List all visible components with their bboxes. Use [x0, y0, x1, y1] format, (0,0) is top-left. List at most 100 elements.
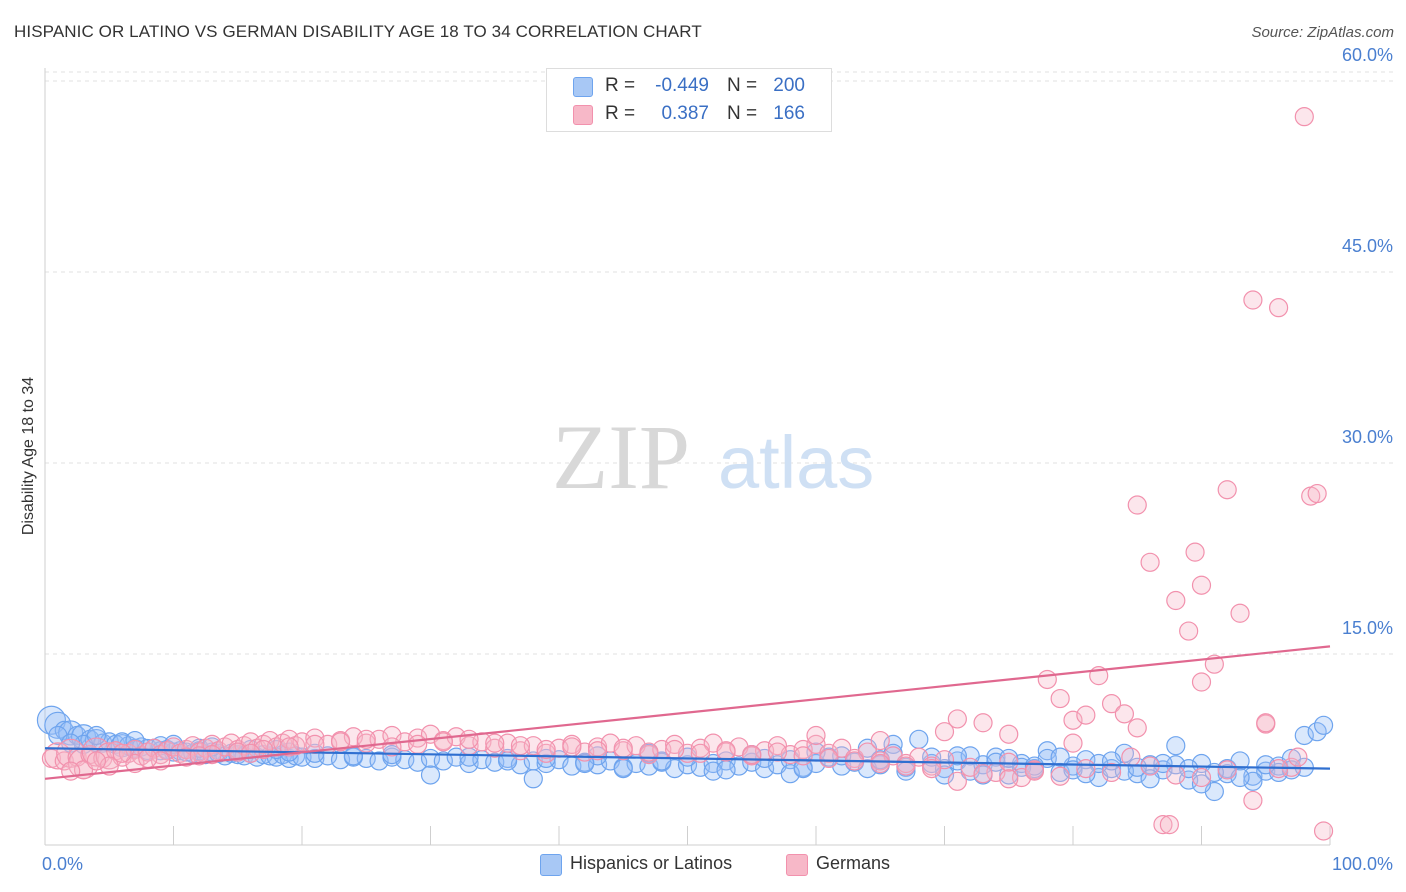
- data-point: [1159, 815, 1179, 835]
- data-point: [613, 738, 633, 758]
- data-point: [793, 739, 813, 760]
- data-point: [1243, 790, 1263, 811]
- data-point: [86, 751, 107, 771]
- y-axis-label: Disability Age 18 to 34: [20, 377, 37, 535]
- trend-lines: [44, 645, 1331, 780]
- legend-r-label: R =: [605, 75, 636, 96]
- data-point: [1121, 747, 1141, 767]
- data-point: [575, 753, 595, 774]
- bottom-legend-label-germans: Germans: [816, 853, 891, 873]
- legend-swatch-germans: [573, 105, 593, 125]
- data-point: [922, 758, 942, 779]
- data-point: [1191, 774, 1212, 794]
- data-point: [1294, 107, 1314, 127]
- data-point: [433, 732, 453, 752]
- data-point: [1243, 290, 1263, 310]
- y-tick-label: 60.0%: [1342, 45, 1393, 65]
- data-point: [1191, 672, 1212, 692]
- data-point: [716, 760, 736, 780]
- data-point: [1166, 765, 1186, 785]
- data-point: [86, 725, 107, 746]
- data-point: [819, 748, 839, 769]
- y-tick-label: 15.0%: [1342, 618, 1393, 638]
- data-point: [1268, 298, 1289, 318]
- data-point: [999, 752, 1019, 772]
- data-point: [536, 753, 556, 774]
- data-point: [356, 729, 376, 749]
- data-point: [767, 742, 788, 762]
- data-point: [870, 730, 890, 751]
- legend-row-germans: R = 0.387 N = 166: [547, 101, 831, 127]
- bottom-legend-swatch-hispanics: [540, 854, 562, 876]
- bottom-legend-swatch-germans: [786, 854, 808, 876]
- data-point: [716, 741, 736, 761]
- data-point: [241, 743, 261, 763]
- data-point: [780, 764, 800, 784]
- data-point: [536, 739, 556, 760]
- data-point: [1243, 771, 1263, 791]
- data-point: [1127, 718, 1147, 738]
- legend-n-label: N =: [727, 103, 758, 124]
- data-point: [1076, 705, 1096, 725]
- data-point: [433, 751, 453, 771]
- data-point: [729, 756, 749, 776]
- data-point: [806, 725, 826, 746]
- data-point: [1050, 688, 1070, 709]
- data-point: [947, 709, 967, 729]
- data-point: [1063, 733, 1083, 753]
- data-point: [1101, 762, 1122, 783]
- data-point: [896, 756, 916, 776]
- data-point: [999, 769, 1019, 789]
- data-point: [1217, 760, 1237, 780]
- legend-n-value: 200: [773, 75, 805, 96]
- bottom-legend-label-hispanics: Hispanics or Latinos: [570, 853, 733, 873]
- data-point: [1313, 715, 1334, 735]
- data-point: [690, 738, 710, 758]
- data-point: [1114, 704, 1135, 724]
- x-tick-label: 0.0%: [42, 854, 83, 874]
- bottom-legend-germans: Germans: [786, 851, 916, 877]
- bottom-legend-hispanics: Hispanics or Latinos: [540, 851, 770, 877]
- data-point: [1127, 495, 1147, 515]
- data-point: [1166, 590, 1186, 611]
- data-point: [973, 713, 993, 733]
- grid-lines: [45, 71, 1395, 655]
- data-point: [99, 756, 119, 776]
- data-point: [870, 753, 890, 774]
- tick-labels: 15.0% 30.0% 45.0% 60.0% 0.0% 100.0%: [42, 45, 1393, 874]
- data-point: [1037, 669, 1057, 690]
- data-point: [1191, 767, 1212, 788]
- data-point: [420, 765, 441, 785]
- legend-row-hispanics: R = -0.449 N = 200: [547, 73, 831, 99]
- data-point: [909, 729, 929, 749]
- data-point: [1140, 552, 1160, 572]
- data-point: [485, 733, 505, 753]
- data-point: [523, 769, 543, 789]
- data-point: [1153, 815, 1173, 835]
- data-point: [973, 764, 993, 784]
- trend-line: [44, 747, 1331, 770]
- data-point: [613, 758, 633, 779]
- data-point: [44, 711, 72, 739]
- stats-legend: R = -0.449 N = 200 R = 0.387 N = 166: [546, 68, 832, 132]
- data-point: [1185, 542, 1205, 562]
- axes: [44, 68, 1331, 846]
- data-point: [253, 739, 274, 760]
- data-point: [1307, 483, 1327, 504]
- data-point: [587, 741, 608, 761]
- chart-source: Source: ZipAtlas.com: [1251, 24, 1394, 41]
- data-point: [510, 736, 531, 756]
- data-point: [1166, 736, 1186, 756]
- legend-r-value: 0.387: [661, 103, 709, 124]
- data-point: [1313, 821, 1334, 841]
- data-point: [408, 734, 428, 755]
- data-point: [999, 724, 1019, 744]
- data-point: [408, 728, 428, 748]
- data-point: [832, 738, 852, 758]
- legend-n-label: N =: [727, 75, 758, 96]
- data-point: [1294, 725, 1314, 746]
- data-point: [1256, 713, 1276, 733]
- data-point: [1050, 766, 1070, 786]
- data-point: [459, 729, 479, 749]
